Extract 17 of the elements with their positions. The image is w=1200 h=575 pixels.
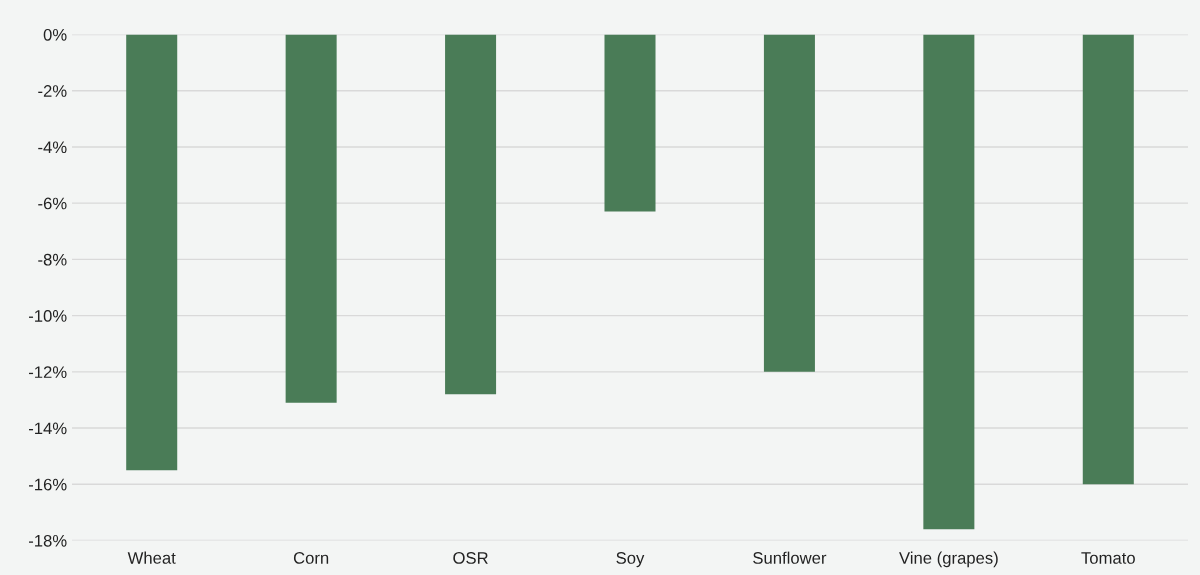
y-tick-label: -2% bbox=[38, 85, 67, 97]
y-tick-label: -8% bbox=[38, 253, 67, 266]
x-tick-label: OSR bbox=[453, 552, 488, 564]
y-tick-label: -12% bbox=[28, 366, 67, 378]
y-tick-label: -10% bbox=[28, 310, 67, 322]
y-tick-label: -4% bbox=[38, 141, 67, 154]
x-tick-label: Sunflower bbox=[753, 551, 827, 564]
x-tick-label: Vine (grapes) bbox=[899, 551, 998, 568]
y-tick-label: 0% bbox=[43, 28, 67, 41]
y-tick-label: -18% bbox=[28, 534, 67, 547]
x-tick-label: Soy bbox=[616, 552, 645, 568]
x-tick-label: Tomato bbox=[1081, 552, 1135, 564]
y-tick-label: -16% bbox=[28, 478, 67, 491]
y-tick-label: -14% bbox=[28, 422, 67, 435]
x-tick-label: Wheat bbox=[127, 551, 176, 564]
x-tick-label: Corn bbox=[293, 552, 329, 564]
y-tick-label: -6% bbox=[38, 197, 67, 210]
